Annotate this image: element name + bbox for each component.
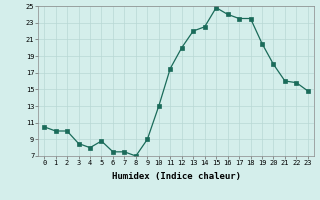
X-axis label: Humidex (Indice chaleur): Humidex (Indice chaleur) [111,172,241,181]
